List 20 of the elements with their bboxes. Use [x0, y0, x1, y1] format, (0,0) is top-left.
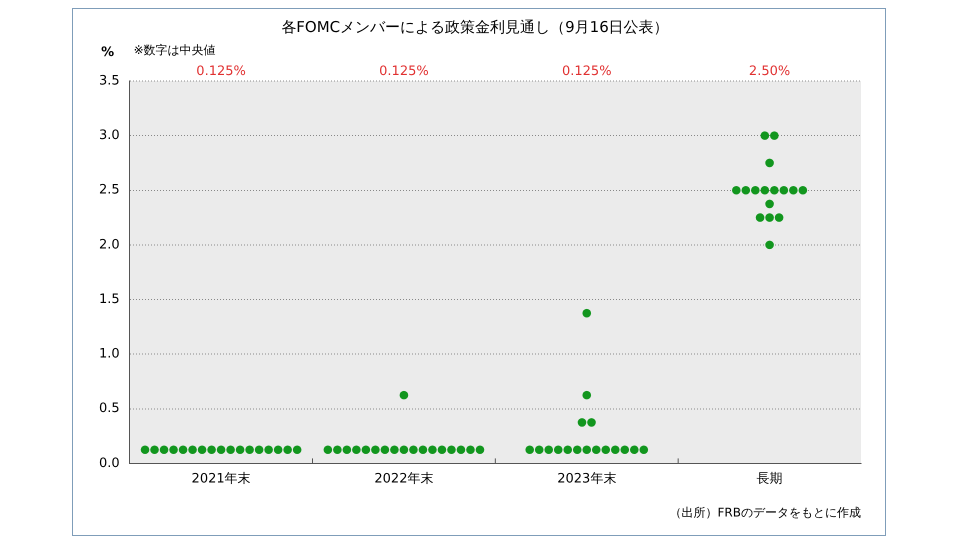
- text: 0.125%: [196, 64, 246, 79]
- y-tick-label: 0.5: [98, 401, 120, 416]
- text: 0.125%: [562, 64, 612, 79]
- y-tick-label: 3.0: [98, 128, 120, 144]
- y-tick-label: 3.5: [98, 73, 120, 88]
- text: （出所）FRBのデータをもとに作成: [670, 506, 861, 520]
- x-tick-label: 2021年末: [192, 472, 251, 487]
- text: 0.125%: [379, 64, 429, 79]
- chart-subtitle: ※数字は中央値: [134, 43, 216, 58]
- text: 2.50%: [748, 64, 790, 79]
- y-tick-label: 2.5: [98, 182, 120, 198]
- y-axis-title: %: [101, 44, 114, 60]
- y-tick-label: 1.5: [98, 292, 120, 307]
- y-tick-label: 2.0: [98, 237, 120, 252]
- x-tick-label: 長期: [756, 472, 783, 487]
- y-tick-label: 1.0: [98, 346, 120, 362]
- chart-title: 各FOMCメンバーによる政策金利見通し（9月16日公表）: [281, 18, 669, 36]
- x-tick-label: 2023年末: [557, 472, 616, 487]
- y-tick-label: 0.0: [98, 456, 120, 471]
- x-tick-label: 2022年末: [374, 472, 434, 487]
